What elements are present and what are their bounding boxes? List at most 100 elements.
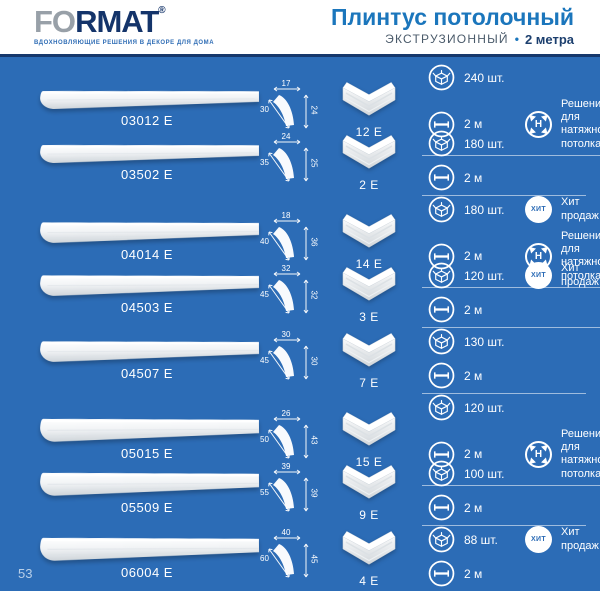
stretch-icon-letter: Н (534, 118, 543, 130)
corner-code-label: 12 E (355, 124, 383, 139)
length-line: 2 м Н (428, 296, 599, 323)
corner-cell: 4 E (316, 526, 422, 588)
header-divider (0, 54, 600, 57)
corner-code-label: 4 E (359, 573, 379, 588)
format-logo: FORMAT® ВДОХНОВЛЯЮЩИЕ РЕШЕНИЯ В ДЕКОРЕ Д… (34, 4, 215, 47)
quantity-line: 88 шт. ХИТ Хит продаж (428, 526, 599, 553)
stretch-group: Н Решение для натяжного потолка (525, 428, 600, 481)
ruler-icon (428, 296, 455, 323)
dim-left-label: 45 (260, 356, 269, 365)
dim-right-label: 43 (309, 435, 319, 445)
product-row: 05015 E 26 50 43 (0, 390, 600, 486)
corner-cell: 2 E (316, 130, 422, 192)
dim-top-label: 17 (281, 78, 291, 88)
product-info: 100 шт. ХИТ 2 м (422, 456, 586, 526)
product-info: 120 шт. ХИТ Хит продаж 2 м (422, 258, 600, 328)
dim-top-label: 18 (281, 210, 291, 220)
corner-cell: 3 E (316, 262, 422, 324)
plinth-cell: 03502 E (34, 141, 260, 182)
hit-label: Хит продаж (561, 262, 599, 288)
dim-top-label: 40 (281, 527, 291, 537)
corner-cell: 14 E (316, 209, 422, 271)
plinth-cell: 04503 E (34, 271, 260, 315)
product-row: 03012 E 17 30 24 (0, 60, 600, 156)
corner-piece-image (342, 267, 396, 301)
dimensions-icon: 24 35 25 (260, 132, 319, 189)
header: FORMAT® ВДОХНОВЛЯЮЩИЕ РЕШЕНИЯ В ДЕКОРЕ Д… (0, 0, 600, 54)
length-line: 2 м Н Решение для натяжного потолка (428, 98, 600, 151)
box-icon (428, 526, 455, 553)
plinth-image (40, 537, 260, 561)
ruler-icon (428, 164, 455, 191)
product-row: 05509 E 39 55 39 (0, 456, 600, 526)
box-icon (428, 460, 455, 487)
hit-group: ХИТ Хит продаж (525, 196, 600, 223)
quantity-line: 100 шт. ХИТ (428, 460, 582, 487)
plinth-code-label: 04507 E (121, 366, 173, 381)
plinth-image (40, 222, 260, 243)
quantity-line: 130 шт. ХИТ (428, 328, 582, 355)
quantity-line: 180 шт. ХИТ Хит продаж (428, 196, 600, 223)
hit-label: Хит продаж (561, 526, 599, 552)
stretch-icon-letter: Н (534, 448, 543, 460)
corner-piece-image (342, 213, 396, 248)
corner-code-label: 2 E (359, 178, 379, 192)
product-row: 04507 E 30 45 30 (0, 324, 600, 394)
dim-top-label: 30 (281, 330, 291, 339)
dim-right-label: 30 (309, 356, 319, 366)
dim-top-label: 24 (281, 132, 291, 141)
length-label: 2 м (464, 302, 483, 317)
page-number: 53 (18, 566, 33, 581)
dimensions-icon: 32 45 32 (260, 264, 319, 321)
hit-group: ХИТ Хит продаж (525, 526, 599, 553)
dim-right-label: 25 (309, 158, 319, 168)
product-row: 03502 E 24 35 25 (0, 126, 600, 196)
catalog-content: 03012 E 17 30 24 (0, 57, 600, 589)
corner-piece-image (342, 411, 396, 446)
plinth-image (40, 91, 260, 110)
box-icon (428, 394, 455, 421)
corner-piece-image (342, 135, 396, 169)
quantity-line: 120 шт. ХИТ Хит продаж (428, 262, 599, 289)
dim-left-label: 40 (260, 236, 269, 246)
length-label: 2 м (464, 249, 483, 264)
plinth-code-label: 04503 E (121, 300, 173, 315)
plinth-cell: 03012 E (34, 87, 260, 128)
stretch-ceiling-icon: Н (525, 440, 552, 468)
dimensions-icon: 30 45 30 (260, 330, 319, 387)
quantity-label: 100 шт. (464, 466, 505, 481)
dim-left-label: 35 (260, 158, 269, 167)
dim-top-label: 32 (281, 264, 291, 273)
plinth-code-label: 05509 E (121, 499, 173, 515)
corner-code-label: 14 E (355, 256, 383, 271)
dim-left-label: 45 (260, 290, 269, 299)
plinth-cell: 05509 E (34, 468, 260, 515)
product-info: 240 шт. ХИТ 2 м (422, 60, 600, 156)
length-line: 2 м Н Решение для натяжного потолка (428, 230, 600, 283)
ruler-icon (428, 560, 455, 587)
corner-piece-image (342, 465, 396, 499)
plinth-cell: 04507 E (34, 337, 260, 381)
stretch-group: Н Решение для натяжного потолка (525, 230, 600, 283)
ruler-icon (428, 494, 455, 521)
plinth-code-label: 06004 E (121, 565, 173, 580)
product-rows: 03012 E 17 30 24 (0, 60, 600, 588)
product-row: 04014 E 18 40 36 (0, 192, 600, 288)
hit-badge: ХИТ (525, 196, 552, 223)
length-label: 2 м (464, 368, 483, 383)
corner-cell: 7 E (316, 328, 422, 390)
corner-code-label: 9 E (359, 508, 379, 522)
corner-cell: 15 E (316, 407, 422, 469)
dimensions-icon: 39 55 39 (260, 463, 319, 519)
stretch-label: Решение для натяжного потолка (561, 98, 600, 150)
dimensions-icon: 26 50 43 (260, 409, 319, 466)
logo-part-navy: RMAT (75, 4, 159, 39)
product-info: 180 шт. ХИТ 2 м (422, 126, 586, 196)
logo-tagline: ВДОХНОВЛЯЮЩИЕ РЕШЕНИЯ В ДЕКОРЕ ДЛЯ ДОМА (34, 40, 215, 46)
subtitle-separator-dot: • (514, 32, 519, 47)
plinth-image (40, 419, 260, 443)
quantity-label: 180 шт. (464, 136, 505, 151)
plinth-cell: 06004 E (34, 533, 260, 580)
length-line: 2 м Н (428, 164, 582, 191)
plinth-code-label: 05015 E (121, 446, 173, 462)
